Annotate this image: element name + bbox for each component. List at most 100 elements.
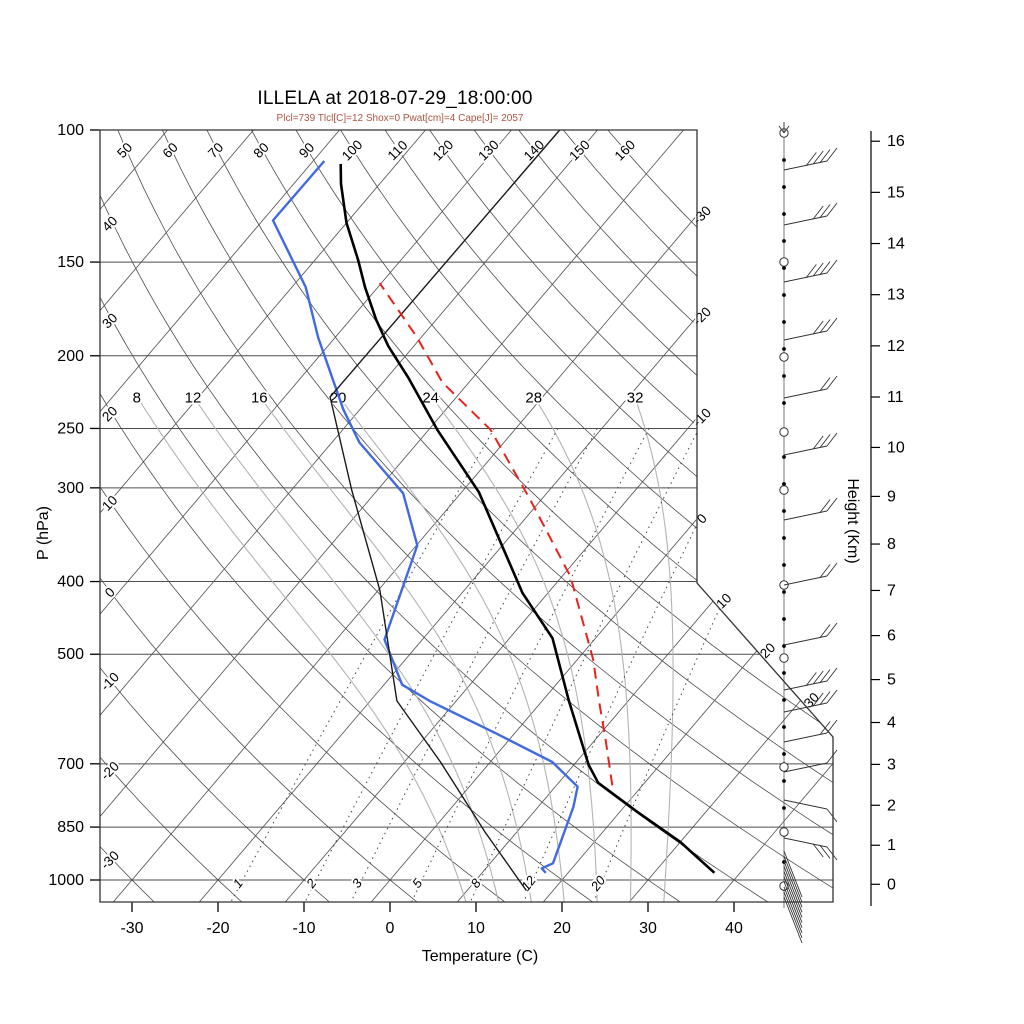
dry-adiabat-line [206, 130, 833, 902]
wind-level-dot [782, 239, 786, 243]
surface-wind-hatch [783, 861, 803, 908]
height-tick-label: 16 [887, 133, 905, 150]
pressure-tick-label: 850 [57, 819, 84, 836]
wind-station-circle [779, 427, 789, 437]
wind-level-dot [782, 590, 786, 594]
mixing-ratio-label: 8 [468, 875, 485, 891]
dry-adiabat-top-label: 160 [612, 137, 639, 164]
wind-barb-shaft [783, 837, 828, 848]
isotherm-line [628, 130, 833, 902]
wind-barb-feather [805, 672, 817, 686]
wind-barb-feather [819, 691, 831, 705]
wind-barb-feather [819, 377, 831, 391]
wind-barb-feather [826, 259, 838, 274]
wind-barb-feather [826, 622, 838, 637]
pressure-tick-label: 200 [57, 348, 84, 365]
surface-wind-hatch [783, 891, 803, 939]
moist-adiabat-line [256, 392, 532, 902]
temperature-tick-label: 0 [386, 920, 395, 937]
wind-station-circle [779, 352, 789, 362]
wind-barb-feather [819, 204, 831, 218]
wind-barb-shaft [783, 635, 828, 646]
height-tick-label: 1 [887, 837, 896, 854]
height-tick-label: 5 [887, 672, 896, 689]
pressure-tick-label: 500 [57, 646, 84, 663]
moist-adiabat-label: 8 [133, 389, 141, 406]
wind-station-circle [779, 485, 789, 495]
wind-barb-shaft [783, 799, 828, 810]
dry-adiabat-line [100, 130, 155, 902]
surface-wind-hatch [783, 896, 803, 944]
dry-adiabat-top-label: 70 [205, 140, 226, 161]
wind-barb-feather [826, 846, 838, 861]
dry-adiabat-top-label: 80 [251, 140, 272, 161]
height-tick-label: 9 [887, 488, 896, 505]
y-axis-label: P (hPa) [35, 506, 52, 560]
moist-adiabat-line [531, 392, 632, 902]
isotherm-right-label: 10 [713, 590, 734, 611]
wind-barb-feather [826, 432, 838, 447]
surface-wind-hatch [783, 866, 803, 913]
wind-barb-shaft [783, 330, 828, 341]
mixing-ratio-label: 5 [409, 875, 426, 891]
moist-adiabat-line [134, 392, 467, 902]
wind-barb-feather [805, 152, 817, 166]
temperature-tick-label: 30 [639, 920, 657, 937]
parcel-curve [378, 282, 614, 786]
dry-adiabat-top-label: 60 [160, 140, 181, 161]
height-axis-label: Height (Km) [844, 478, 861, 564]
wind-barb-feather [812, 150, 824, 165]
dry-adiabat-top-label: 150 [566, 137, 593, 164]
wind-level-dot [782, 725, 786, 729]
wind-level-dot [782, 563, 786, 567]
wind-level-dot [782, 536, 786, 540]
dry-adiabat-line [100, 130, 769, 902]
wind-barb-feather [826, 667, 838, 682]
wind-level-dot [782, 482, 786, 486]
dry-adiabat-top-label: 130 [475, 137, 502, 164]
wind-barb-feather [819, 149, 831, 163]
wind-barb-feather [812, 262, 824, 277]
surface-wind-hatch [783, 850, 803, 898]
surface-wind-hatch [783, 876, 803, 923]
wind-barb-feather [819, 261, 831, 275]
isotherm-line [100, 130, 168, 902]
wind-level-dot [782, 158, 786, 162]
wind-barb-feather [812, 435, 824, 450]
moist-adiabat-label: 12 [185, 389, 202, 406]
height-tick-label: 2 [887, 797, 896, 814]
height-tick-label: 3 [887, 756, 896, 773]
wind-level-dot [782, 374, 786, 378]
wind-level-dot [782, 185, 786, 189]
isotherm-line [456, 130, 833, 902]
wind-barb-feather [819, 434, 831, 448]
isotherm-line [542, 130, 833, 902]
wind-barb-feather [826, 147, 838, 162]
temperature-tick-label: 40 [725, 920, 743, 937]
wind-barb-shaft [783, 702, 828, 713]
dry-adiabat-top-label: 90 [296, 140, 317, 161]
height-tick-label: 4 [887, 715, 896, 732]
pressure-tick-label: 400 [57, 574, 84, 591]
dry-adiabat-left-label: -30 [98, 848, 122, 872]
dry-adiabat-line [473, 130, 833, 902]
dry-adiabat-line [162, 130, 833, 902]
dry-adiabat-line [100, 130, 330, 902]
wind-barb-feather [812, 843, 824, 858]
temperature-tick-label: -30 [120, 920, 143, 937]
wind-barb-feather [812, 692, 824, 707]
mixing-ratio-line [469, 428, 700, 902]
wind-barb-feather [826, 808, 838, 823]
wind-barb-feather [819, 669, 831, 683]
wind-level-dot [782, 698, 786, 702]
isotherm-right-label: 0 [694, 511, 710, 527]
isotherm-line [100, 130, 254, 902]
wind-barb-feather [826, 749, 838, 764]
wind-barb-shaft [783, 388, 828, 399]
wind-barb-feather [826, 719, 838, 734]
pressure-tick-label: 300 [57, 480, 84, 497]
moist-adiabat-label: 16 [251, 389, 268, 406]
wind-level-dot [782, 779, 786, 783]
mixing-ratio-line [523, 428, 745, 902]
